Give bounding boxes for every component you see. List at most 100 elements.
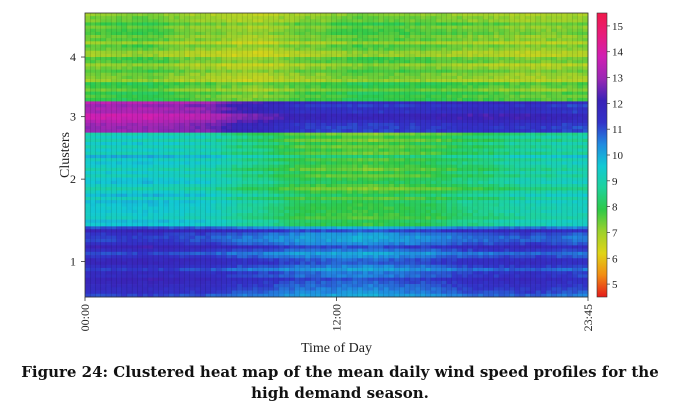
heatmap-cell xyxy=(210,216,217,220)
heatmap-cell xyxy=(462,161,468,165)
heatmap-cell xyxy=(121,161,128,165)
heatmap-cell xyxy=(551,258,557,262)
heatmap-cell xyxy=(153,290,159,295)
heatmap-cell xyxy=(320,161,327,165)
heatmap-cell xyxy=(551,238,557,243)
heatmap-cell xyxy=(352,222,358,227)
heatmap-cell xyxy=(357,193,364,198)
heatmap-cell xyxy=(294,180,301,185)
heatmap-cell xyxy=(252,132,259,136)
heatmap-cell xyxy=(284,248,290,253)
heatmap-cell xyxy=(388,287,395,291)
heatmap-cell xyxy=(257,287,264,291)
heatmap-cell xyxy=(121,164,128,169)
heatmap-cell xyxy=(111,274,117,278)
heatmap-cell xyxy=(315,180,322,185)
heatmap-cell xyxy=(247,213,254,217)
heatmap-cell xyxy=(326,293,332,298)
heatmap-cell xyxy=(504,177,510,182)
heatmap-cell xyxy=(336,245,343,249)
heatmap-cell xyxy=(378,161,385,165)
heatmap-cell xyxy=(404,138,411,143)
heatmap-cell xyxy=(341,290,348,295)
heatmap-cell xyxy=(441,154,447,159)
heatmap-cell xyxy=(278,226,285,230)
heatmap-cell xyxy=(577,177,584,182)
heatmap-cell xyxy=(184,271,191,275)
heatmap-cell xyxy=(567,151,573,156)
heatmap-cell xyxy=(221,196,227,201)
heatmap-cell xyxy=(561,271,568,275)
heatmap-cell xyxy=(483,238,489,243)
heatmap-cell xyxy=(116,138,123,143)
heatmap-cell xyxy=(341,222,348,227)
heatmap-cell xyxy=(367,171,374,175)
heatmap-cell xyxy=(315,167,322,172)
heatmap-cell xyxy=(231,183,238,188)
heatmap-cell xyxy=(488,135,495,140)
heatmap-cell xyxy=(257,290,264,295)
heatmap-cell xyxy=(85,135,91,140)
heatmap-cell xyxy=(498,242,505,246)
heatmap-cell xyxy=(535,193,542,198)
heatmap-cell xyxy=(336,271,343,275)
heatmap-cell xyxy=(462,145,468,149)
heatmap-cell xyxy=(556,255,563,259)
heatmap-cell xyxy=(326,158,332,162)
heatmap-cell xyxy=(284,154,290,159)
heatmap-cell xyxy=(530,267,536,272)
heatmap-cell xyxy=(504,293,510,298)
heatmap-cell xyxy=(310,171,316,175)
heatmap-cell xyxy=(530,180,536,185)
heatmap-cell xyxy=(263,251,269,256)
heatmap-cell xyxy=(189,242,196,246)
heatmap-cell xyxy=(362,284,369,288)
heatmap-cell xyxy=(462,222,468,227)
heatmap-cell xyxy=(221,229,227,233)
heatmap-cell xyxy=(263,277,269,282)
heatmap-cell xyxy=(195,235,201,240)
heatmap-cell xyxy=(158,271,164,275)
heatmap-cell xyxy=(488,242,495,246)
heatmap-cell xyxy=(195,229,201,233)
heatmap-cell xyxy=(142,219,149,224)
heatmap-cell xyxy=(147,171,154,175)
heatmap-cell xyxy=(215,196,222,201)
heatmap-cell xyxy=(158,284,164,288)
heatmap-cell xyxy=(189,158,196,162)
heatmap-cell xyxy=(446,200,453,204)
heatmap-cell xyxy=(546,216,552,220)
heatmap-cell xyxy=(137,135,143,140)
heatmap-cell xyxy=(273,229,280,233)
heatmap-cell xyxy=(205,216,212,220)
heatmap-cell xyxy=(85,213,91,217)
heatmap-cell xyxy=(540,213,547,217)
heatmap-cell xyxy=(210,293,217,298)
heatmap-cell xyxy=(121,264,128,269)
heatmap-cell xyxy=(142,177,149,182)
heatmap-cell xyxy=(472,222,479,227)
heatmap-cell xyxy=(425,213,432,217)
heatmap-cell xyxy=(509,200,515,204)
heatmap-cell xyxy=(184,235,191,240)
heatmap-cell xyxy=(100,290,107,295)
heatmap-cell xyxy=(373,206,379,211)
heatmap-cell xyxy=(551,229,557,233)
heatmap-cell xyxy=(572,290,578,295)
heatmap-cell xyxy=(289,213,295,217)
heatmap-cell xyxy=(425,209,432,214)
heatmap-cell xyxy=(126,138,133,143)
heatmap-cell xyxy=(331,264,337,269)
heatmap-cell xyxy=(121,138,128,143)
heatmap-cell xyxy=(457,248,463,253)
heatmap-cell xyxy=(137,261,143,266)
heatmap-cell xyxy=(519,148,526,153)
heatmap-cell xyxy=(488,280,495,285)
heatmap-cell xyxy=(320,229,327,233)
heatmap-cell xyxy=(147,206,154,211)
heatmap-cell xyxy=(446,274,453,278)
heatmap-cell xyxy=(90,200,96,204)
heatmap-cell xyxy=(462,219,468,224)
heatmap-cell xyxy=(378,277,385,282)
heatmap-cell xyxy=(132,132,138,136)
